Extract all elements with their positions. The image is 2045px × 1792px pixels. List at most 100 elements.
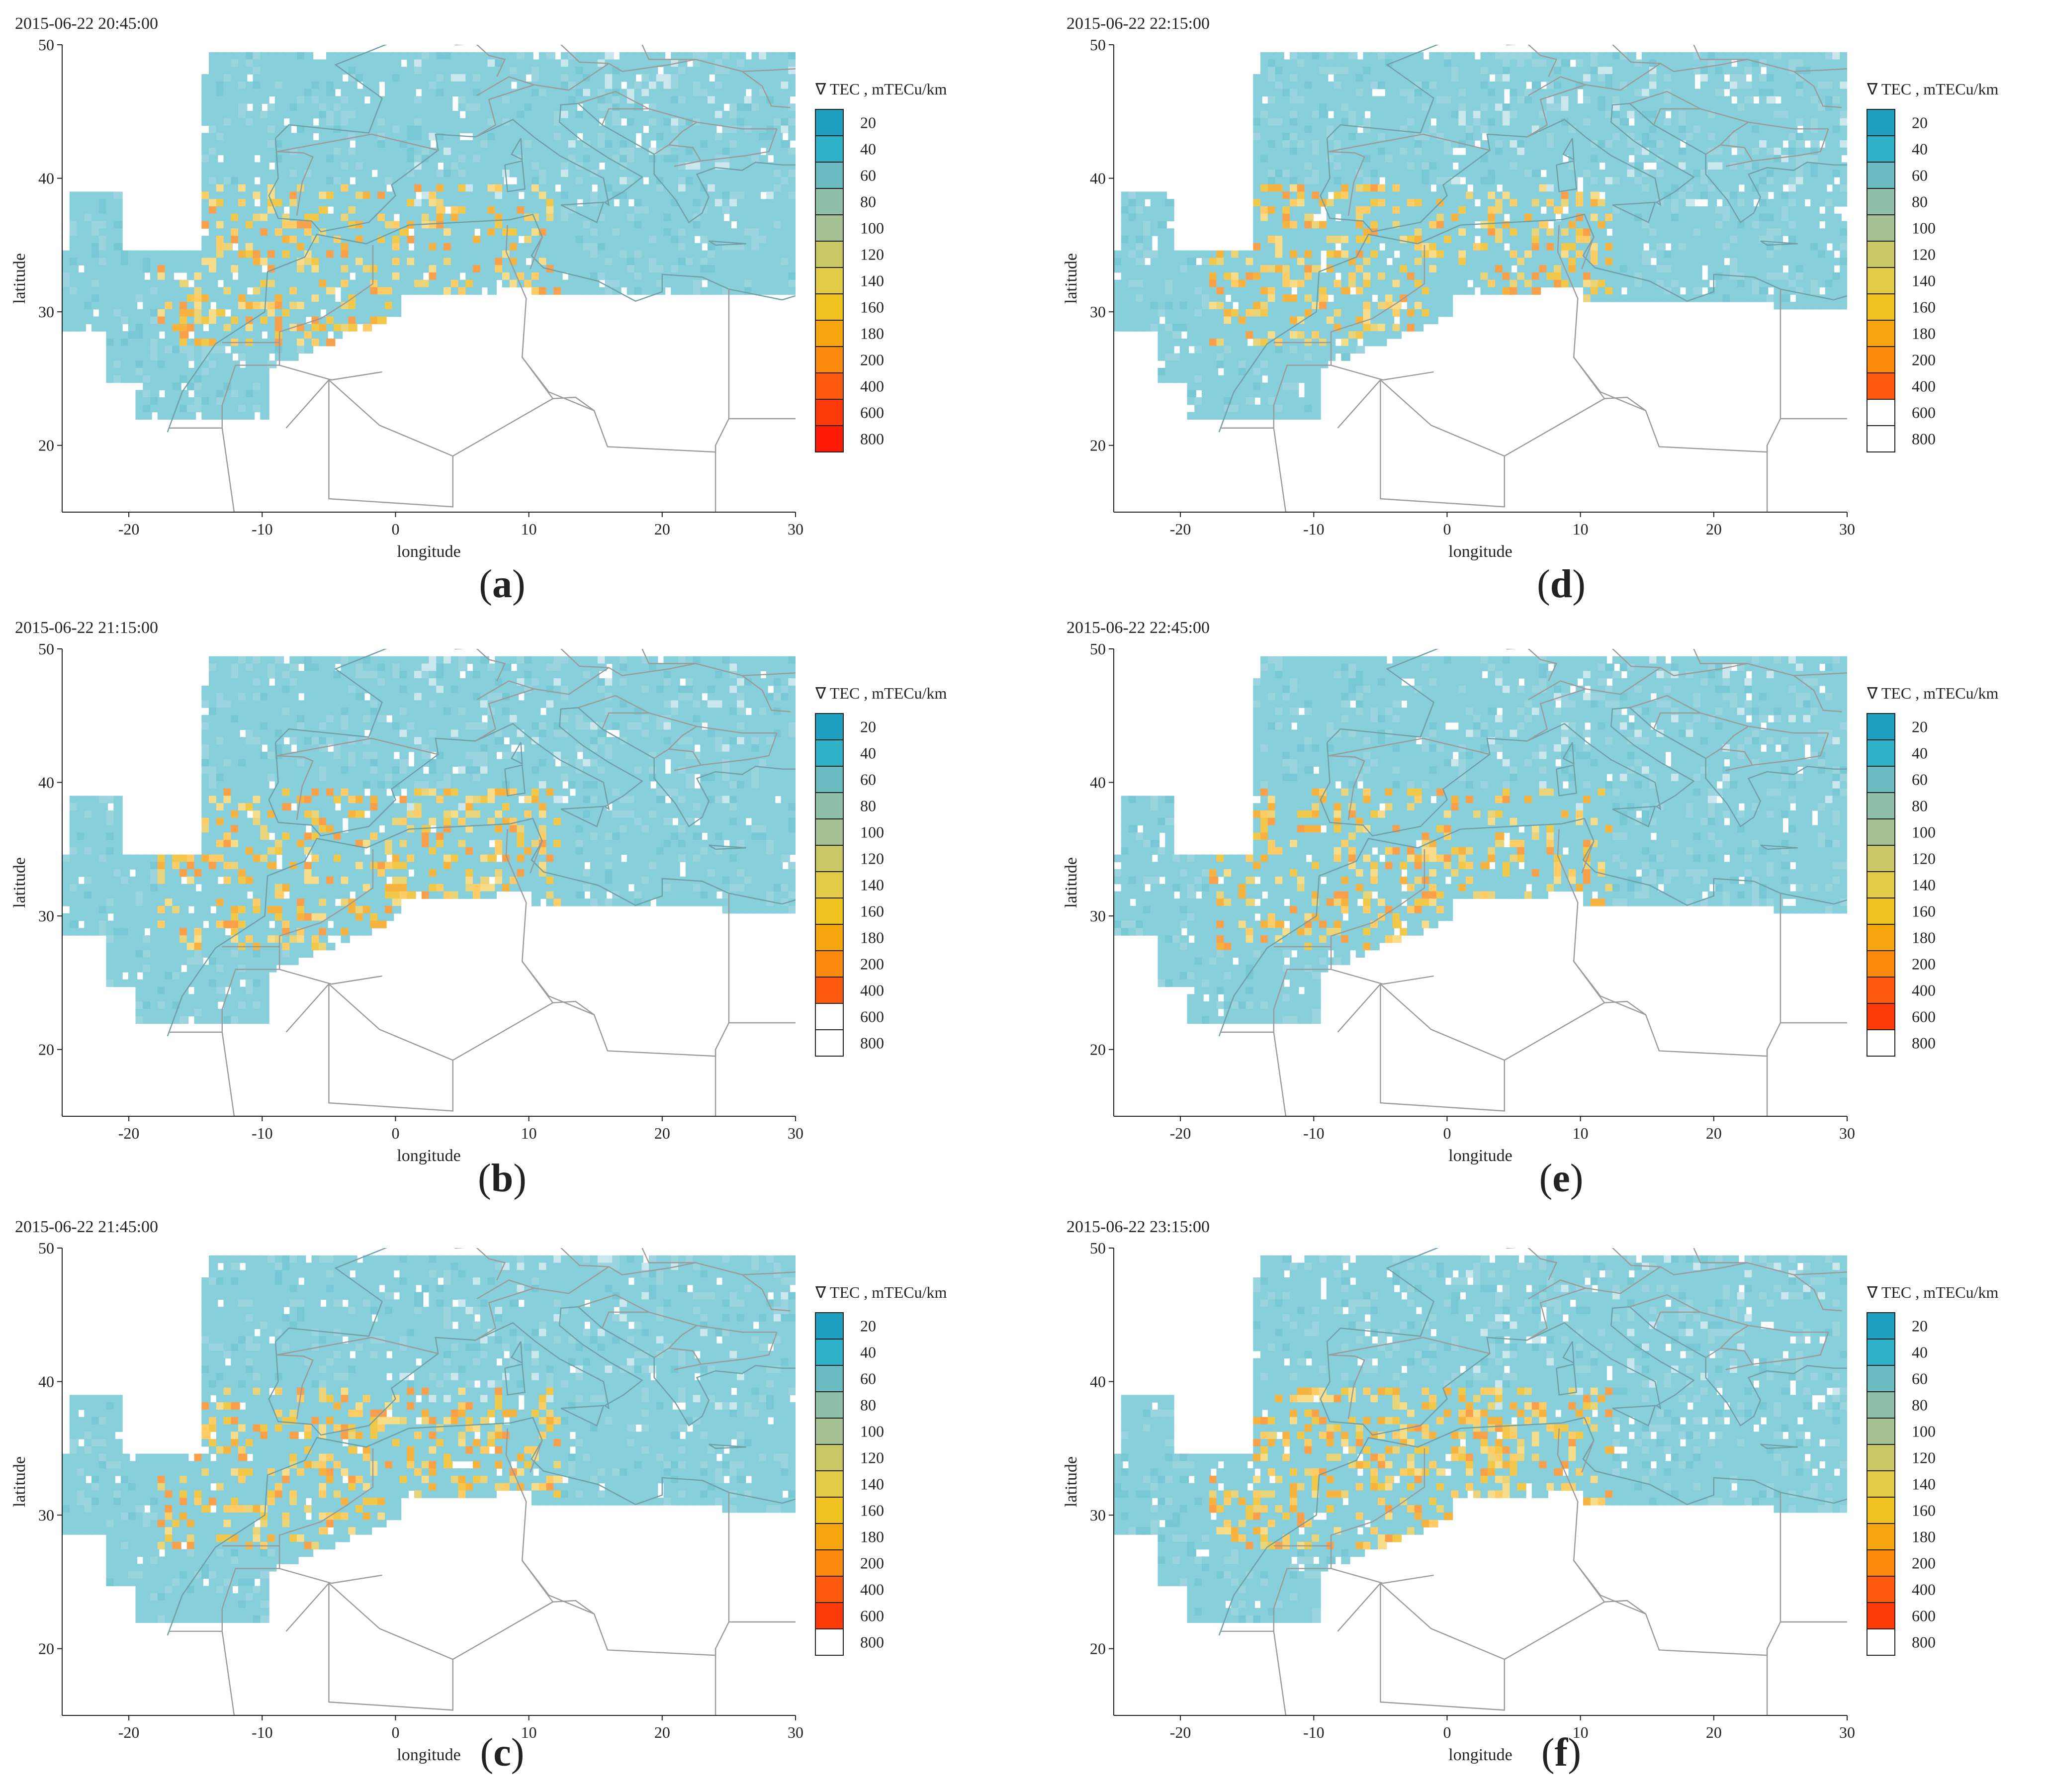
- legend-label: 800: [860, 1034, 884, 1052]
- y-tick-label: 30: [38, 1506, 54, 1524]
- map-boundaries: [167, 649, 796, 1116]
- legend-label: 20: [860, 1317, 876, 1335]
- legend-label: 200: [860, 351, 884, 369]
- x-tick-label: -20: [1170, 1124, 1191, 1142]
- legend-scale: 20 40 60 80 100 120 140 160 180 200 400 600 800: [1867, 109, 1936, 452]
- legend-swatch: [1867, 1312, 1895, 1340]
- legend-title: ∇ TEC , mTECu/km: [815, 1283, 947, 1301]
- legend-swatch: [1867, 1418, 1895, 1445]
- legend-label: 600: [1912, 1008, 1936, 1026]
- legend-swatch: [815, 109, 844, 136]
- y-axis-label: latitude: [10, 1456, 29, 1507]
- legend-swatch: [815, 293, 844, 321]
- x-tick-label: -20: [118, 520, 140, 538]
- legend-label: 40: [860, 1344, 876, 1361]
- legend-label: 120: [1912, 850, 1936, 868]
- legend-label: 400: [1912, 377, 1936, 395]
- legend-label: 600: [860, 1008, 884, 1026]
- legend-swatch: [815, 845, 844, 872]
- legend-swatch: [1867, 1029, 1895, 1057]
- legend-label: 120: [860, 850, 884, 868]
- legend-swatch: [1867, 399, 1895, 426]
- legend-swatch: [1867, 162, 1895, 189]
- x-tick-label: 10: [521, 1124, 537, 1142]
- legend-label: 140: [1912, 1475, 1936, 1493]
- legend-swatch: [815, 1003, 844, 1030]
- map-plot-area: [62, 45, 796, 512]
- legend-swatch: [815, 977, 844, 1004]
- x-tick-label: 30: [1839, 1723, 1855, 1741]
- panel-e: 2015-06-22 22:45:00 -20 -10 0 10 20 30 20 30 40 50…: [1052, 604, 2045, 1176]
- legend-swatch: [815, 950, 844, 978]
- legend-label: 140: [1912, 876, 1936, 894]
- legend-swatch: [1867, 241, 1895, 268]
- x-tick-label: 20: [654, 520, 670, 538]
- x-tick-label: 0: [391, 1124, 399, 1142]
- map-boundaries: [1218, 45, 1847, 512]
- legend-swatch: [1867, 871, 1895, 898]
- x-axis-label: longitude: [397, 542, 460, 561]
- legend-swatch: [1867, 372, 1895, 400]
- legend-swatch: [815, 135, 844, 163]
- panel-d: 2015-06-22 22:15:00 -20 -10 0 10 20 30 20 30 40 50…: [1052, 0, 2045, 572]
- legend-scale: 20 40 60 80 100 120 140 160 180 200 400 600 800: [1867, 713, 1936, 1057]
- legend-label: 800: [860, 430, 884, 448]
- map-plot-area: [62, 1248, 796, 1715]
- legend-swatch: [1867, 739, 1895, 767]
- map-panel-svg: 2015-06-22 22:15:00 -20 -10 0 10 20 30 20 30 40 50…: [1062, 14, 1998, 561]
- map-boundaries: [1218, 649, 1847, 1116]
- x-axis-label: longitude: [397, 1746, 460, 1764]
- legend-label: 200: [860, 1554, 884, 1572]
- legend-label: 60: [1912, 1370, 1928, 1388]
- x-axis-label: longitude: [1448, 1746, 1512, 1764]
- x-tick-label: 0: [391, 1723, 399, 1741]
- x-axis-label: longitude: [1448, 542, 1512, 561]
- legend-label: 40: [860, 744, 876, 762]
- legend-swatch: [1867, 1602, 1895, 1629]
- legend-label: 800: [860, 1633, 884, 1651]
- legend-label: 20: [1912, 114, 1928, 132]
- legend-title: ∇ TEC , mTECu/km: [815, 80, 947, 98]
- legend-swatch: [815, 162, 844, 189]
- legend-label: 80: [1912, 193, 1928, 211]
- legend-swatch: [815, 871, 844, 898]
- tec-raster: [1114, 52, 1847, 420]
- panel-timestamp: 2015-06-22 21:45:00: [15, 1218, 158, 1236]
- legend-label: 20: [860, 114, 876, 132]
- y-tick-label: 30: [1090, 907, 1106, 925]
- legend-label: 60: [860, 167, 876, 184]
- map-panel-svg: 2015-06-22 23:15:00 -20 -10 0 10 20 30 20 30 40 50…: [1062, 1218, 1998, 1764]
- map-panel-svg: 2015-06-22 20:45:00 -20 -10 0 10 20 30 20 30 40 50…: [10, 14, 947, 561]
- y-tick-label: 50: [1090, 36, 1106, 54]
- legend-swatch: [1867, 950, 1895, 978]
- legend-label: 180: [860, 1528, 884, 1546]
- legend-swatch: [1867, 1470, 1895, 1498]
- legend-label: 100: [1912, 823, 1936, 841]
- legend-swatch: [815, 1365, 844, 1392]
- legend-swatch: [1867, 713, 1895, 740]
- legend-label: 140: [860, 272, 884, 290]
- legend-label: 100: [1912, 219, 1936, 237]
- y-tick-label: 30: [1090, 303, 1106, 321]
- legend-label: 80: [860, 797, 876, 815]
- legend-swatch: [815, 1576, 844, 1603]
- x-tick-label: 20: [1706, 1723, 1722, 1741]
- legend-label: 20: [1912, 1317, 1928, 1335]
- legend-swatch: [815, 1628, 844, 1656]
- legend-swatch: [1867, 977, 1895, 1004]
- map-panel-svg: 2015-06-22 21:45:00 -20 -10 0 10 20 30 20 30 40 50…: [10, 1218, 947, 1764]
- legend-title: ∇ TEC , mTECu/km: [1867, 80, 1998, 98]
- legend-label: 40: [1912, 744, 1928, 762]
- y-tick-label: 40: [1090, 1373, 1106, 1391]
- legend-scale: 20 40 60 80 100 120 140 160 180 200 400 600 800: [815, 713, 884, 1057]
- legend-label: 120: [1912, 1449, 1936, 1467]
- y-tick-label: 20: [1090, 1640, 1106, 1658]
- tec-raster: [62, 656, 796, 1024]
- x-tick-label: 30: [788, 520, 803, 538]
- legend-swatch: [1867, 346, 1895, 373]
- x-tick-label: 0: [1443, 1723, 1451, 1741]
- x-tick-label: 0: [391, 520, 399, 538]
- legend-label: 100: [860, 219, 884, 237]
- legend-swatch: [815, 1549, 844, 1577]
- legend-label: 200: [860, 955, 884, 973]
